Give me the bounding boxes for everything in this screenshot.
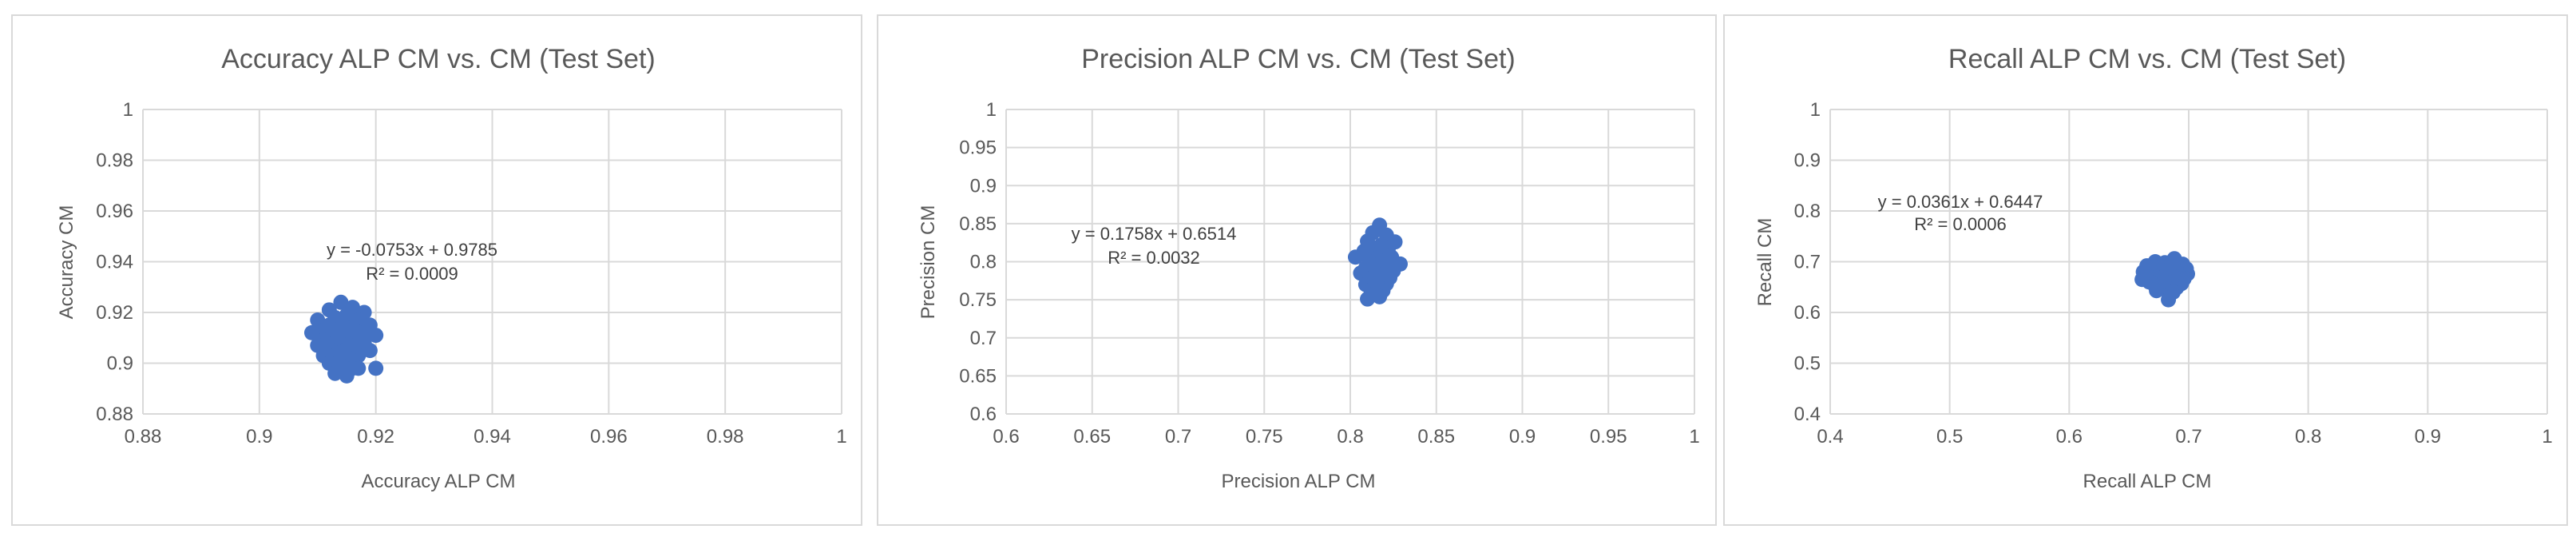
data-point [2161, 292, 2177, 308]
y-tick-label: 0.75 [959, 289, 997, 311]
y-tick-label: 0.9 [970, 175, 997, 197]
x-tick-label: 0.4 [1817, 426, 1843, 448]
chart-title: Accuracy ALP CM vs. CM (Test Set) [221, 44, 656, 74]
data-point [1360, 291, 1376, 307]
data-point [1372, 288, 1388, 304]
x-tick-label: 0.8 [1337, 426, 1363, 448]
y-tick-label: 0.7 [970, 328, 997, 349]
data-point [2171, 270, 2187, 286]
data-point [303, 324, 319, 340]
data-point [333, 294, 349, 310]
y-tick-label: 0.9 [107, 353, 133, 375]
x-tick-label: 0.94 [474, 426, 511, 448]
data-point [339, 368, 355, 384]
data-point [368, 328, 384, 344]
y-tick-label: 0.4 [1794, 404, 1821, 425]
y-tick-label: 0.8 [970, 252, 997, 273]
trendline-equation: y = -0.0753x + 0.9785 [327, 240, 497, 260]
x-tick-label: 0.9 [246, 426, 272, 448]
data-point [362, 343, 378, 359]
y-tick-label: 0.5 [1794, 353, 1821, 375]
x-tick-label: 0.96 [590, 426, 628, 448]
y-tick-label: 0.95 [959, 137, 997, 159]
x-tick-label: 0.6 [993, 426, 1019, 448]
trendline-r-squared: R² = 0.0009 [366, 264, 458, 284]
x-tick-label: 0.6 [2056, 426, 2083, 448]
recall-scatter-chart: Recall ALP CM vs. CM (Test Set) 0.4 0.5 0.6… [1754, 44, 2553, 492]
data-point [336, 344, 352, 360]
x-tick-label: 0.75 [1246, 426, 1283, 448]
precision-scatter-chart: Precision ALP CM vs. CM (Test Set)0.6 0.6… [917, 44, 1700, 492]
chart-panel-accuracy: Accuracy ALP CM vs. CM (Test Set) 0.88 0.9… [11, 14, 862, 526]
y-tick-label: 0.85 [959, 213, 997, 235]
x-tick-label: 1 [1689, 426, 1699, 448]
trendline-equation: y = 0.0361x + 0.6447 [1878, 192, 2043, 212]
x-tick-label: 0.8 [2295, 426, 2321, 448]
chart-title: Precision ALP CM vs. CM (Test Set) [1081, 44, 1516, 74]
y-axis-title: Recall CM [1754, 218, 1776, 307]
data-point [368, 360, 384, 376]
y-tick-label: 0.88 [96, 404, 133, 425]
x-axis-title: Precision ALP CM [1222, 471, 1376, 492]
y-tick-label: 0.98 [96, 150, 133, 172]
y-tick-label: 1 [123, 99, 133, 121]
x-tick-label: 0.92 [357, 426, 394, 448]
x-tick-label: 0.95 [1590, 426, 1627, 448]
data-point [324, 321, 340, 337]
x-tick-label: 0.7 [1165, 426, 1191, 448]
data-point [1347, 249, 1363, 265]
chart-panel-precision: Precision ALP CM vs. CM (Test Set) 0.6 0.6… [877, 14, 1717, 526]
x-tick-label: 1 [836, 426, 846, 448]
x-tick-label: 0.98 [707, 426, 744, 448]
chart-title: Recall ALP CM vs. CM (Test Set) [1948, 44, 2346, 74]
x-tick-label: 0.88 [125, 426, 162, 448]
x-tick-label: 0.85 [1417, 426, 1455, 448]
trendline-r-squared: R² = 0.0006 [1914, 214, 2007, 234]
y-tick-label: 0.6 [970, 404, 997, 425]
trendline-r-squared: R² = 0.0032 [1108, 248, 1200, 268]
chart-panel-recall: Recall ALP CM vs. CM (Test Set) 0.4 0.5 0.6… [1723, 14, 2568, 526]
data-point [2156, 273, 2172, 289]
data-point [347, 324, 363, 340]
y-tick-label: 1 [986, 99, 997, 121]
y-tick-label: 0.92 [96, 302, 133, 324]
x-tick-label: 0.9 [2415, 426, 2441, 448]
data-point [327, 365, 343, 381]
y-axis-title: Accuracy CM [56, 205, 77, 320]
x-tick-label: 0.7 [2175, 426, 2201, 448]
x-tick-label: 0.65 [1073, 426, 1111, 448]
x-tick-label: 0.5 [1936, 426, 1963, 448]
data-point [2138, 269, 2154, 285]
y-tick-label: 0.6 [1794, 302, 1821, 324]
y-tick-label: 0.96 [96, 201, 133, 222]
x-axis-title: Recall ALP CM [2083, 471, 2212, 492]
y-tick-label: 0.94 [96, 252, 133, 273]
data-point [1373, 267, 1389, 283]
x-tick-label: 0.9 [1509, 426, 1536, 448]
y-tick-label: 0.7 [1794, 252, 1821, 273]
y-tick-label: 1 [1810, 99, 1821, 121]
trendline-equation: y = 0.1758x + 0.6514 [1072, 224, 1237, 244]
accuracy-scatter-chart: Accuracy ALP CM vs. CM (Test Set) 0.88 0.9… [56, 44, 847, 492]
y-axis-title: Precision CM [917, 205, 939, 320]
x-tick-label: 1 [2542, 426, 2552, 448]
data-point [1377, 253, 1393, 269]
x-axis-title: Accuracy ALP CM [362, 471, 516, 492]
y-tick-label: 0.8 [1794, 201, 1821, 222]
data-point [1365, 257, 1381, 272]
y-tick-label: 0.9 [1794, 150, 1821, 172]
y-tick-label: 0.65 [959, 365, 997, 387]
